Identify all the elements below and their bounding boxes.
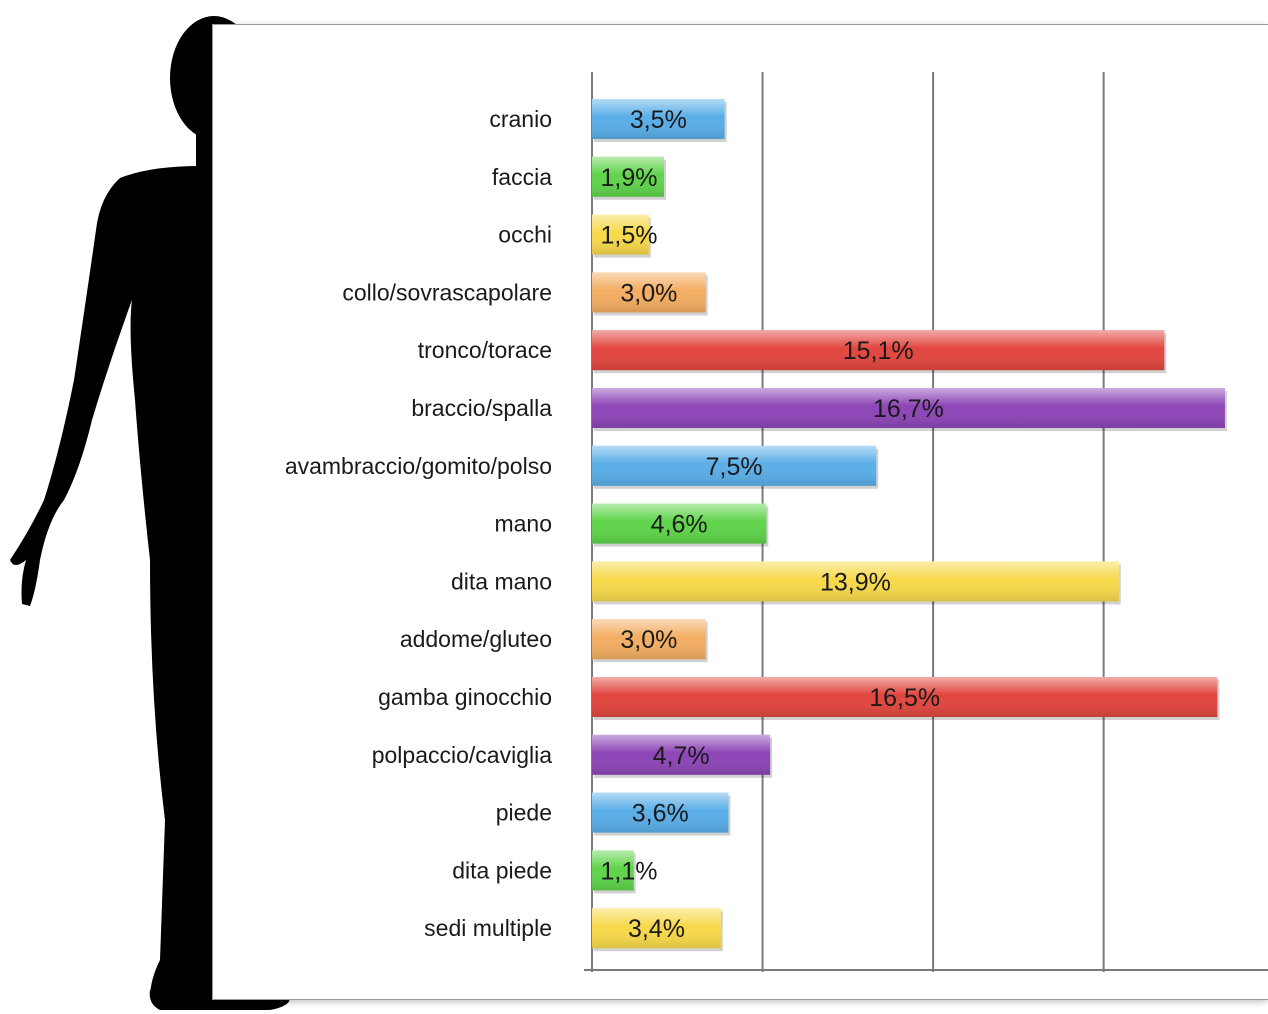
bar-gloss xyxy=(592,330,1165,371)
bar-gloss xyxy=(592,156,665,197)
category-label: occhi xyxy=(498,222,552,248)
category-label: addome/gluteo xyxy=(400,626,552,652)
value-label: 16,5% xyxy=(869,684,940,712)
bar-gloss xyxy=(592,445,877,486)
category-label: piede xyxy=(496,800,552,826)
bar-gloss xyxy=(592,619,706,660)
value-label: 3,4% xyxy=(628,915,685,943)
bar-gloss xyxy=(592,792,729,833)
bar-gloss xyxy=(592,908,721,949)
value-label: 15,1% xyxy=(843,337,914,365)
category-label: polpaccio/caviglia xyxy=(372,742,552,768)
category-label: sedi multiple xyxy=(424,915,552,941)
bar-gloss xyxy=(592,561,1119,602)
category-label: gamba ginocchio xyxy=(378,684,552,710)
value-label: 4,6% xyxy=(651,511,708,539)
value-label: 13,9% xyxy=(820,568,891,596)
value-label: 3,6% xyxy=(632,800,689,828)
value-label: 1,5% xyxy=(601,222,658,250)
category-label: dita mano xyxy=(451,568,552,594)
category-label: faccia xyxy=(492,164,552,190)
value-label: 3,0% xyxy=(620,626,677,654)
bar-gloss xyxy=(592,677,1218,717)
bar-gloss xyxy=(592,503,767,544)
category-label: collo/sovrascapolare xyxy=(342,279,552,305)
category-label: tronco/torace xyxy=(418,337,552,363)
value-label: 3,5% xyxy=(630,106,687,134)
category-label: dita piede xyxy=(452,857,552,883)
value-label: 16,7% xyxy=(873,395,944,423)
value-label: 7,5% xyxy=(706,453,763,481)
value-label: 3,0% xyxy=(620,279,677,307)
bar-gloss xyxy=(592,214,649,255)
value-label: 1,1% xyxy=(601,857,658,885)
bar-gloss xyxy=(592,850,634,891)
bar-gloss xyxy=(592,272,706,313)
category-label: mano xyxy=(494,511,552,537)
category-label: braccio/spalla xyxy=(411,395,552,421)
category-label: avambraccio/gomito/polso xyxy=(285,453,552,479)
category-label: cranio xyxy=(489,106,552,132)
value-label: 4,7% xyxy=(653,742,710,770)
bar-gloss xyxy=(592,99,725,139)
bar-gloss xyxy=(592,388,1225,428)
value-label: 1,9% xyxy=(601,164,658,192)
bar-gloss xyxy=(592,734,771,775)
